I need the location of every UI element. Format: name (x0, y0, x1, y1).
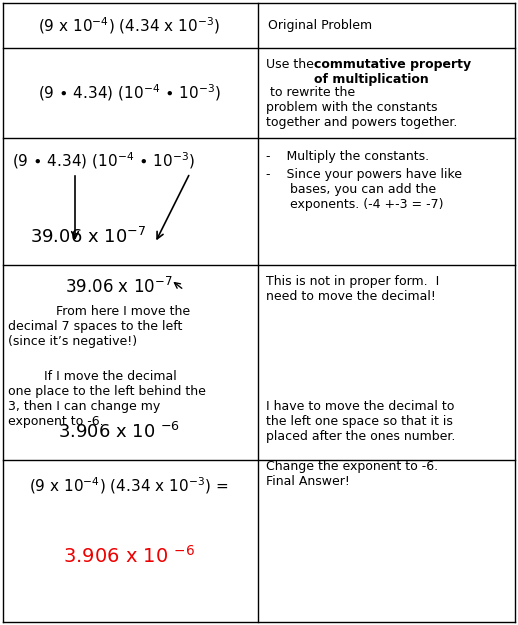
Text: This is not in proper form.  I
need to move the decimal!: This is not in proper form. I need to mo… (266, 275, 439, 303)
Text: Original Problem: Original Problem (268, 19, 372, 32)
Text: 39.06 x 10$^{-7}$: 39.06 x 10$^{-7}$ (65, 277, 173, 297)
Text: (9 x 10$^{-4}$) (4.34 x 10$^{-3}$): (9 x 10$^{-4}$) (4.34 x 10$^{-3}$) (38, 15, 220, 36)
Text: 3.906 x 10 $^{-6}$: 3.906 x 10 $^{-6}$ (63, 545, 195, 567)
Text: commutative property
of multiplication: commutative property of multiplication (314, 58, 471, 86)
Text: If I move the decimal
one place to the left behind the
3, then I can change my
e: If I move the decimal one place to the l… (8, 370, 206, 428)
Text: Use the: Use the (266, 58, 318, 71)
Text: (9 x 10$^{-4}$) (4.34 x 10$^{-3}$) =: (9 x 10$^{-4}$) (4.34 x 10$^{-3}$) = (30, 475, 228, 496)
Text: -    Since your powers have like
      bases, you can add the
      exponents. (: - Since your powers have like bases, you… (266, 168, 462, 211)
Text: I have to move the decimal to
the left one space so that it is
placed after the : I have to move the decimal to the left o… (266, 400, 455, 473)
Text: Final Answer!: Final Answer! (266, 475, 350, 488)
Text: 3.906 x 10 $^{-6}$: 3.906 x 10 $^{-6}$ (58, 422, 180, 442)
Text: (9 $\bullet$ 4.34) (10$^{-4}$ $\bullet$ 10$^{-3}$): (9 $\bullet$ 4.34) (10$^{-4}$ $\bullet$ … (12, 150, 195, 171)
Text: (9 $\bullet$ 4.34) (10$^{-4}$ $\bullet$ 10$^{-3}$): (9 $\bullet$ 4.34) (10$^{-4}$ $\bullet$ … (37, 82, 221, 103)
Text: From here I move the
decimal 7 spaces to the left
(since it’s negative!): From here I move the decimal 7 spaces to… (8, 305, 190, 348)
Text: to rewrite the
problem with the constants
together and powers together.: to rewrite the problem with the constant… (266, 86, 457, 129)
Text: -    Multiply the constants.: - Multiply the constants. (266, 150, 429, 163)
Text: 39.06 x 10$^{-7}$: 39.06 x 10$^{-7}$ (30, 227, 146, 247)
